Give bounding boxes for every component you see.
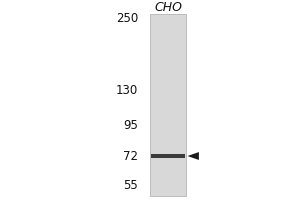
Text: 72: 72 <box>123 150 138 163</box>
Polygon shape <box>188 152 199 160</box>
FancyBboxPatch shape <box>0 11 300 200</box>
Text: 130: 130 <box>116 84 138 97</box>
Text: 95: 95 <box>123 119 138 132</box>
FancyBboxPatch shape <box>151 154 185 158</box>
Text: 250: 250 <box>116 12 138 25</box>
Text: 55: 55 <box>123 179 138 192</box>
Text: CHO: CHO <box>154 1 182 14</box>
FancyBboxPatch shape <box>150 14 186 196</box>
